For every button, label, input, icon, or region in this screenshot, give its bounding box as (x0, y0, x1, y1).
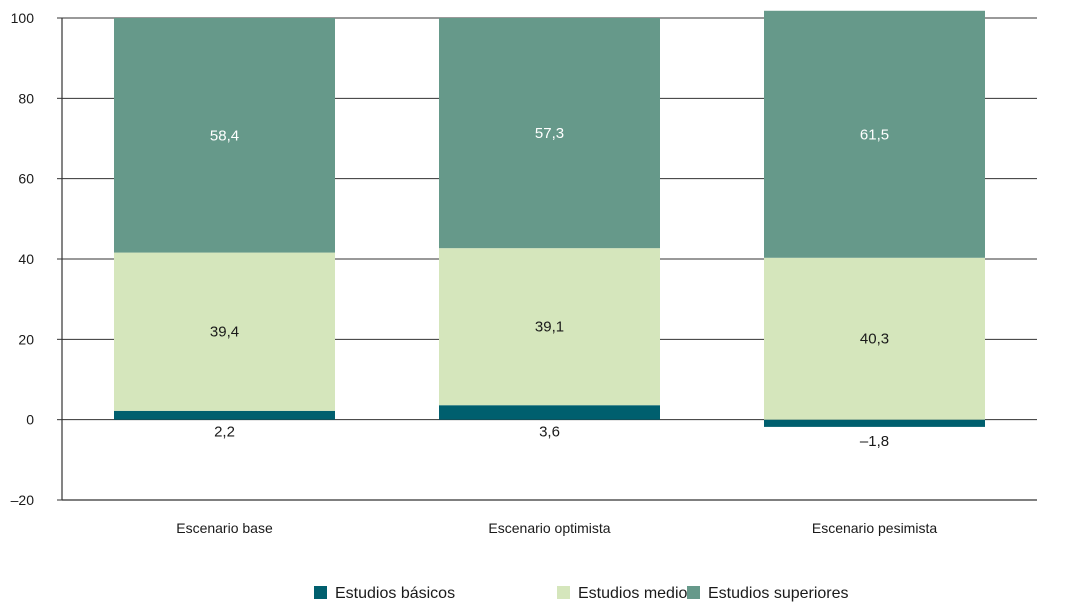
bar-segment-1-2 (114, 252, 335, 411)
y-tick-label-80: 80 (18, 90, 34, 106)
bar-segment-1-3 (114, 18, 335, 253)
bar-segment-2-2 (439, 248, 660, 406)
bar-segment-3-2 (764, 257, 985, 420)
legend-swatch-2 (557, 586, 570, 599)
y-tick-label-–20: –20 (11, 492, 35, 508)
y-axis: 100 80 60 40 20 0 –20 (11, 10, 63, 508)
bar-segment-1-1 (114, 410, 335, 420)
data-label-3-2: 40,3 (860, 331, 889, 348)
data-label-3-3: 61,5 (860, 126, 889, 143)
y-tick-label-20: 20 (18, 331, 34, 347)
data-label-2-2: 39,1 (535, 319, 564, 336)
legend-label-1: Estudios básicos (335, 585, 455, 602)
data-label-1-2: 39,4 (210, 324, 239, 341)
x-axis: Escenario base Escenario optimista Escenar… (62, 499, 1037, 536)
data-label-3-1: –1,8 (860, 433, 889, 450)
bar-segment-2-1 (439, 405, 660, 420)
category-label-2: Escenario optimista (488, 520, 610, 536)
bar-segment-2-3 (439, 18, 660, 249)
legend-label-3: Estudios superiores (708, 585, 849, 602)
y-tick-label-60: 60 (18, 171, 34, 187)
bars (114, 10, 985, 427)
y-tick-label-0: 0 (26, 412, 34, 428)
category-label-3: Escenario pesimista (812, 520, 937, 536)
legend-swatch-1 (314, 586, 327, 599)
data-label-1-3: 58,4 (210, 127, 239, 144)
legend-label-2: Estudios medios (578, 585, 695, 602)
bar-segment-3-3 (764, 10, 985, 258)
y-tick-label-100: 100 (11, 10, 35, 26)
bar-segment-3-1 (764, 419, 985, 427)
y-tick-label-40: 40 (18, 251, 34, 267)
data-label-2-3: 57,3 (535, 125, 564, 142)
data-label-2-1: 3,6 (539, 424, 560, 441)
data-labels: 2,2 39,4 58,4 3,6 39,1 57,3 –1,8 40,3 61,5 (210, 125, 889, 450)
data-label-1-1: 2,2 (214, 424, 235, 441)
legend-swatch-3 (687, 586, 700, 599)
legend: Estudios básicos Estudios medios Estudios … (314, 585, 849, 602)
category-label-1: Escenario base (176, 520, 273, 536)
